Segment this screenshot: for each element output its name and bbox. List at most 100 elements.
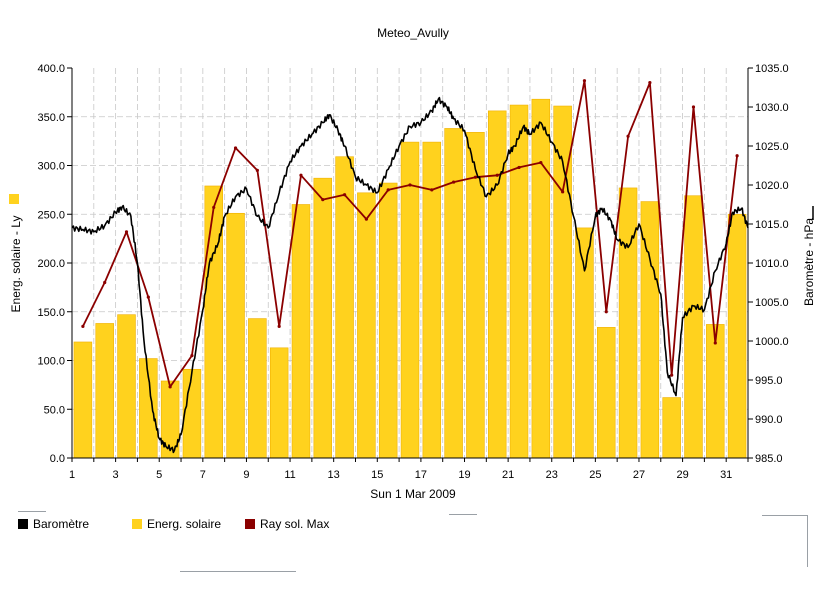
scan-mark [807, 515, 808, 567]
y-left-tick-label: 0.0 [50, 453, 65, 465]
x-tick-label: 9 [243, 469, 249, 481]
point-ray-sol-max [473, 175, 478, 179]
point-ray-sol-max [408, 183, 412, 187]
point-ray-sol-max [386, 188, 390, 192]
y-left-tick-label: 50.0 [44, 404, 65, 416]
axes: 0.0 50.0 100.0 150.0 200.0 250.0 300.0 350.0 400… [37, 63, 788, 481]
bar-energ-solaire [466, 132, 485, 459]
point-ray-sol-max [255, 168, 259, 172]
x-tick-label: 3 [113, 469, 119, 481]
y-right-tick-label: 995.0 [755, 375, 783, 387]
point-ray-sol-max [321, 198, 325, 202]
bar-energ-solaire [226, 212, 245, 459]
bar-energ-solaire [400, 141, 420, 459]
y-right-tick-label: 1025.0 [755, 141, 789, 153]
point-ray-sol-max [168, 385, 172, 389]
chart-title: Meteo_Avully [377, 26, 449, 40]
x-tick-label: 31 [720, 469, 732, 481]
y-right-tick-label: 1035.0 [755, 63, 789, 75]
x-tick-label: 27 [633, 469, 645, 481]
y-right-tick-label: 990.0 [755, 414, 783, 426]
x-tick-label: 23 [546, 469, 558, 481]
bar-energ-solaire [313, 177, 333, 459]
point-ray-sol-max [691, 105, 696, 109]
legend-swatch-ray [245, 519, 255, 529]
bar-energ-solaire [597, 327, 616, 459]
bar-energ-solaire [531, 98, 551, 459]
y-left-tick-label: 100.0 [37, 356, 65, 368]
point-ray-sol-max [604, 310, 608, 314]
x-tick-label: 17 [415, 469, 427, 481]
bar-energ-solaire [509, 104, 529, 459]
x-tick-label: 15 [371, 469, 383, 481]
x-tick-label: 7 [200, 469, 206, 481]
point-ray-sol-max [495, 173, 499, 177]
y-left-tick-label: 200.0 [37, 258, 65, 270]
point-ray-sol-max [124, 230, 129, 234]
point-ray-sol-max [452, 180, 456, 184]
legend-label-ray: Ray sol. Max [260, 517, 329, 531]
bar-energ-solaire [684, 195, 703, 459]
point-ray-sol-max [277, 324, 281, 328]
scan-mark [180, 571, 296, 572]
x-tick-label: 1 [69, 469, 75, 481]
bar-energ-solaire [575, 227, 594, 459]
ray-sol-max-layer [81, 79, 739, 389]
legend-item-barometre: Baromètre [18, 517, 89, 531]
y-right-tick-label: 1015.0 [755, 219, 789, 231]
bar-energ-solaire [662, 397, 681, 459]
y-right-tick-label: 1020.0 [755, 180, 789, 192]
y-left-tick-label: 400.0 [37, 63, 65, 75]
y-right-tick-label: 1000.0 [755, 336, 789, 348]
y-right-tick-label: 1030.0 [755, 102, 789, 114]
point-ray-sol-max [364, 217, 368, 221]
x-tick-label: 29 [676, 469, 688, 481]
point-ray-sol-max [735, 154, 739, 158]
bar-energ-solaire [248, 318, 267, 459]
legend-swatch-barometre [18, 519, 28, 529]
point-ray-sol-max [539, 160, 543, 165]
left-axis-series-swatch [9, 194, 19, 204]
bar-energ-solaire [291, 204, 311, 459]
scan-mark [449, 514, 477, 515]
bar-energ-solaire [727, 213, 747, 459]
point-ray-sol-max [81, 324, 85, 328]
x-axis-title: Sun 1 Mar 2009 [370, 487, 456, 501]
point-ray-sol-max [626, 134, 630, 138]
bar-energ-solaire [444, 128, 463, 459]
y-left-tick-label: 350.0 [37, 112, 65, 124]
x-tick-label: 25 [589, 469, 601, 481]
y-left-tick-label: 300.0 [37, 161, 65, 173]
y-axis-right-title: Baromètre - hPa [802, 218, 816, 306]
x-tick-label: 21 [502, 469, 514, 481]
point-ray-sol-max [146, 295, 150, 299]
point-ray-sol-max [517, 165, 521, 170]
y-right-tick-label: 985.0 [755, 453, 783, 465]
y-left-tick-label: 150.0 [37, 307, 65, 319]
y-right-tick-label: 1005.0 [755, 297, 789, 309]
y-axis-left-title: Energ. solaire - Ly [9, 216, 23, 313]
legend-swatch-energ [132, 519, 142, 529]
bar-energ-solaire [618, 187, 638, 459]
bar-energ-solaire [73, 341, 93, 459]
legend-label-barometre: Baromètre [33, 517, 89, 531]
point-ray-sol-max [190, 354, 194, 358]
scan-mark [762, 515, 808, 516]
x-tick-label: 19 [458, 469, 470, 481]
point-ray-sol-max [212, 205, 216, 210]
y-right-tick-label: 1010.0 [755, 258, 789, 270]
legend: Baromètre Energ. solaire Ray sol. Max [18, 517, 329, 531]
bar-energ-solaire [182, 368, 202, 459]
bar-energ-solaire [204, 185, 223, 459]
point-ray-sol-max [713, 341, 717, 345]
point-ray-sol-max [430, 188, 434, 192]
legend-label-energ: Energ. solaire [147, 517, 221, 531]
scan-mark [18, 511, 46, 512]
x-tick-label: 5 [156, 469, 162, 481]
line-barometre [71, 96, 749, 454]
barometre-layer [71, 96, 749, 454]
bar-energ-solaire [117, 314, 136, 459]
bar-energ-solaire [269, 347, 289, 459]
x-tick-label: 11 [284, 469, 295, 481]
